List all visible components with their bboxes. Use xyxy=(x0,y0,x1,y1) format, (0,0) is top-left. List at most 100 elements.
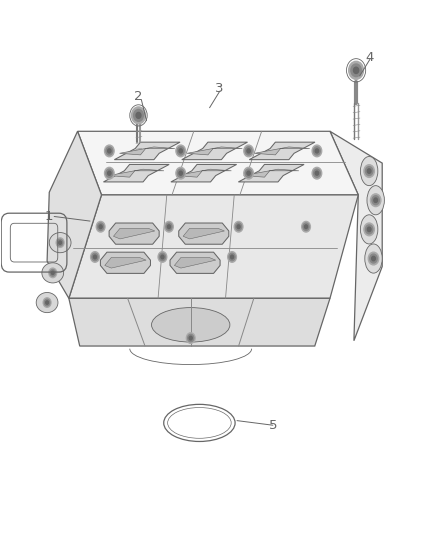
Circle shape xyxy=(314,147,320,155)
Circle shape xyxy=(108,149,111,153)
Circle shape xyxy=(247,149,250,153)
Text: 4: 4 xyxy=(365,51,373,63)
Text: 3: 3 xyxy=(215,83,223,95)
Circle shape xyxy=(46,301,49,304)
Ellipse shape xyxy=(42,263,64,283)
Polygon shape xyxy=(330,131,382,341)
Circle shape xyxy=(312,145,322,157)
Circle shape xyxy=(234,221,243,232)
Circle shape xyxy=(351,64,361,77)
Circle shape xyxy=(374,198,378,203)
Circle shape xyxy=(44,299,50,306)
Circle shape xyxy=(229,253,235,261)
Circle shape xyxy=(158,252,167,262)
Ellipse shape xyxy=(360,215,378,244)
Circle shape xyxy=(315,171,318,175)
Circle shape xyxy=(161,255,164,259)
Circle shape xyxy=(136,112,141,118)
Circle shape xyxy=(106,147,113,155)
Circle shape xyxy=(365,167,373,175)
Circle shape xyxy=(314,169,320,177)
Polygon shape xyxy=(105,257,146,268)
Circle shape xyxy=(368,252,379,265)
Circle shape xyxy=(96,221,105,232)
Circle shape xyxy=(131,107,145,124)
Polygon shape xyxy=(174,257,216,268)
Circle shape xyxy=(159,253,166,261)
Circle shape xyxy=(364,165,374,177)
Circle shape xyxy=(245,169,252,177)
Circle shape xyxy=(50,270,56,276)
Circle shape xyxy=(315,149,318,153)
Circle shape xyxy=(176,167,185,179)
Circle shape xyxy=(189,336,192,340)
Circle shape xyxy=(106,169,113,177)
Circle shape xyxy=(186,333,195,343)
Circle shape xyxy=(302,221,311,232)
Circle shape xyxy=(353,67,359,74)
Polygon shape xyxy=(176,169,231,177)
Circle shape xyxy=(177,169,184,177)
Circle shape xyxy=(247,171,250,175)
Circle shape xyxy=(244,167,253,179)
Circle shape xyxy=(59,241,61,244)
Circle shape xyxy=(105,145,114,157)
Text: 2: 2 xyxy=(134,90,143,103)
Polygon shape xyxy=(120,147,175,155)
Polygon shape xyxy=(183,228,224,239)
Circle shape xyxy=(372,196,379,205)
Circle shape xyxy=(367,227,371,232)
Ellipse shape xyxy=(367,185,385,215)
Circle shape xyxy=(93,255,96,259)
Polygon shape xyxy=(103,165,169,182)
Circle shape xyxy=(99,225,102,229)
Polygon shape xyxy=(109,169,164,177)
Circle shape xyxy=(236,223,242,230)
Circle shape xyxy=(108,171,111,175)
Polygon shape xyxy=(69,195,358,298)
Circle shape xyxy=(179,149,182,153)
Polygon shape xyxy=(109,223,159,244)
Circle shape xyxy=(167,225,170,229)
Polygon shape xyxy=(179,223,229,244)
Ellipse shape xyxy=(360,157,378,185)
Circle shape xyxy=(367,169,371,173)
Polygon shape xyxy=(100,252,150,273)
Polygon shape xyxy=(182,142,247,160)
Circle shape xyxy=(244,145,253,157)
Circle shape xyxy=(349,61,364,79)
Circle shape xyxy=(43,298,51,308)
Polygon shape xyxy=(69,298,330,346)
Ellipse shape xyxy=(49,232,71,253)
Ellipse shape xyxy=(365,244,382,273)
Circle shape xyxy=(56,238,64,247)
Circle shape xyxy=(177,147,184,155)
Circle shape xyxy=(92,253,98,261)
Circle shape xyxy=(165,221,173,232)
Circle shape xyxy=(304,225,307,229)
Circle shape xyxy=(245,147,252,155)
Text: 1: 1 xyxy=(45,209,53,223)
Polygon shape xyxy=(78,131,358,195)
Circle shape xyxy=(176,145,185,157)
Circle shape xyxy=(370,254,377,263)
Text: 5: 5 xyxy=(269,419,278,432)
Polygon shape xyxy=(171,165,237,182)
Circle shape xyxy=(105,167,114,179)
Circle shape xyxy=(91,252,99,262)
Circle shape xyxy=(312,167,322,179)
Circle shape xyxy=(179,171,182,175)
Circle shape xyxy=(230,255,233,259)
Circle shape xyxy=(364,223,374,236)
Polygon shape xyxy=(47,131,102,298)
Circle shape xyxy=(49,268,57,278)
Circle shape xyxy=(187,334,194,342)
Circle shape xyxy=(303,223,309,230)
Polygon shape xyxy=(113,228,155,239)
Circle shape xyxy=(237,225,240,229)
Polygon shape xyxy=(170,252,220,273)
Polygon shape xyxy=(114,142,180,160)
Circle shape xyxy=(365,225,373,234)
Polygon shape xyxy=(254,147,310,155)
Polygon shape xyxy=(249,142,315,160)
